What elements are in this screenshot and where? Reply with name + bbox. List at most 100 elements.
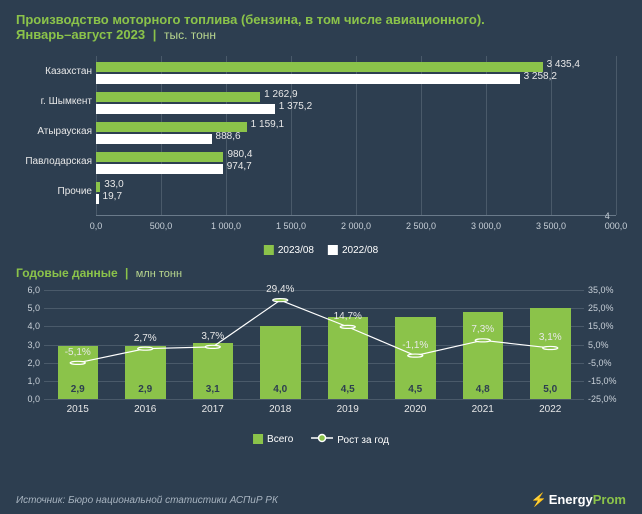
legend-item: 2022/08	[328, 245, 378, 256]
bar	[96, 92, 260, 102]
legend-label: Всего	[267, 434, 293, 445]
source-text: Источник: Бюро национальной статистики А…	[16, 495, 278, 506]
bar	[96, 104, 275, 114]
bar-row: г. Шымкент1 262,91 375,2	[96, 90, 616, 118]
legend-item: Всего	[253, 434, 293, 445]
title-line1: Производство моторного топлива (бензина,…	[16, 12, 626, 27]
combo-unit: млн тонн	[136, 268, 182, 280]
y-right-tick: -5,0%	[588, 358, 624, 368]
bar	[96, 194, 99, 204]
line-marker	[205, 345, 220, 348]
bar-chart-area: 0,0500,01 000,01 500,02 000,02 500,03 00…	[16, 52, 626, 252]
grid-line	[44, 399, 584, 400]
unit-label: тыс. тонн	[164, 28, 216, 42]
y-left-tick: 4,0	[18, 321, 40, 331]
combo-plot: 0,01,02,03,04,05,06,0-25,0%-15,0%-5,0%5,…	[44, 290, 584, 400]
combo-chart: 0,01,02,03,04,05,06,0-25,0%-15,0%-5,0%5,…	[16, 282, 626, 442]
bolt-icon: ⚡	[531, 492, 547, 507]
bar-plot: 0,0500,01 000,01 500,02 000,02 500,03 00…	[96, 56, 616, 216]
legend-item: 2023/08	[264, 245, 314, 256]
bar	[96, 74, 520, 84]
bar-row: Атырауская1 159,1888,6	[96, 120, 616, 148]
bar-row: Павлодарская980,4974,7	[96, 150, 616, 178]
legend-swatch	[264, 245, 274, 255]
bar	[96, 152, 223, 162]
y-right-tick: -15,0%	[588, 376, 624, 386]
bar	[96, 62, 543, 72]
combo-legend: Всего Рост за год	[253, 433, 389, 446]
category-label: г. Шымкент	[16, 96, 92, 107]
combo-x-label: 2020	[404, 404, 426, 415]
bar-value: 1 159,1	[251, 119, 284, 130]
combo-x-label: 2015	[67, 404, 89, 415]
title-period: Январь–август 2023	[16, 27, 145, 42]
y-left-tick: 3,0	[18, 340, 40, 350]
line-marker	[543, 346, 558, 349]
bar-value: 3 258,2	[524, 71, 557, 82]
bar-value: 974,7	[227, 161, 252, 172]
line-value-label: 3,7%	[201, 331, 224, 342]
bar-value: 19,7	[103, 191, 122, 202]
grid-line	[616, 56, 617, 215]
logo-suffix: Prom	[593, 492, 626, 507]
combo-x-label: 2021	[472, 404, 494, 415]
logo: ⚡EnergyProm	[531, 492, 627, 508]
bar-value: 33,0	[104, 179, 123, 190]
x-tick: 3 000,0	[471, 221, 501, 231]
bar-chart: 0,0500,01 000,01 500,02 000,02 500,03 00…	[16, 52, 626, 252]
combo-title-row: Годовые данные | млн тонн	[16, 266, 626, 280]
legend-line-icon	[311, 433, 333, 443]
bar-value: 1 375,2	[279, 101, 312, 112]
y-left-tick: 2,0	[18, 358, 40, 368]
line-marker	[475, 339, 490, 342]
line-value-label: 29,4%	[266, 284, 294, 295]
line-svg	[44, 290, 584, 399]
x-tick: 0,0	[90, 221, 103, 231]
legend-label: 2023/08	[278, 245, 314, 256]
y-left-tick: 1,0	[18, 376, 40, 386]
x-tick: 500,0	[150, 221, 173, 231]
line-marker	[340, 325, 355, 328]
title-line2: Январь–август 2023 | тыс. тонн	[16, 27, 626, 42]
line-value-label: 14,7%	[334, 311, 362, 322]
x-tick: 1 500,0	[276, 221, 306, 231]
y-left-tick: 6,0	[18, 285, 40, 295]
line-value-label: -1,1%	[402, 340, 428, 351]
separator: |	[153, 27, 157, 42]
line-marker	[70, 361, 85, 364]
line-marker	[408, 354, 423, 357]
y-right-tick: 15,0%	[588, 321, 624, 331]
x-tick: 4 000,0	[605, 211, 628, 231]
bar-value: 980,4	[227, 149, 252, 160]
category-label: Атырауская	[16, 126, 92, 137]
y-right-tick: 35,0%	[588, 285, 624, 295]
bar-value: 3 435,4	[547, 59, 580, 70]
bar	[96, 182, 100, 192]
x-tick: 3 500,0	[536, 221, 566, 231]
combo-x-label: 2017	[202, 404, 224, 415]
line-value-label: 3,1%	[539, 332, 562, 343]
bar-row: Прочие33,019,7	[96, 180, 616, 208]
legend-item: Рост за год	[311, 433, 389, 446]
bar-value: 1 262,9	[264, 89, 297, 100]
legend-swatch	[253, 434, 263, 444]
bar	[96, 134, 212, 144]
combo-title: Годовые данные	[16, 266, 118, 280]
bar-value: 888,6	[216, 131, 241, 142]
header: Производство моторного топлива (бензина,…	[0, 0, 642, 48]
line-value-label: -5,1%	[65, 347, 91, 358]
bar	[96, 164, 223, 174]
line-marker	[273, 299, 288, 302]
legend-label: Рост за год	[337, 435, 389, 446]
y-right-tick: 25,0%	[588, 303, 624, 313]
combo-x-label: 2022	[539, 404, 561, 415]
legend-label: 2022/08	[342, 245, 378, 256]
logo-prefix: Energy	[549, 492, 593, 507]
line-value-label: 2,7%	[134, 333, 157, 344]
x-tick: 1 000,0	[211, 221, 241, 231]
y-left-tick: 0,0	[18, 394, 40, 404]
line-marker	[138, 347, 153, 350]
y-right-tick: -25,0%	[588, 394, 624, 404]
category-label: Павлодарская	[16, 156, 92, 167]
x-tick: 2 500,0	[406, 221, 436, 231]
